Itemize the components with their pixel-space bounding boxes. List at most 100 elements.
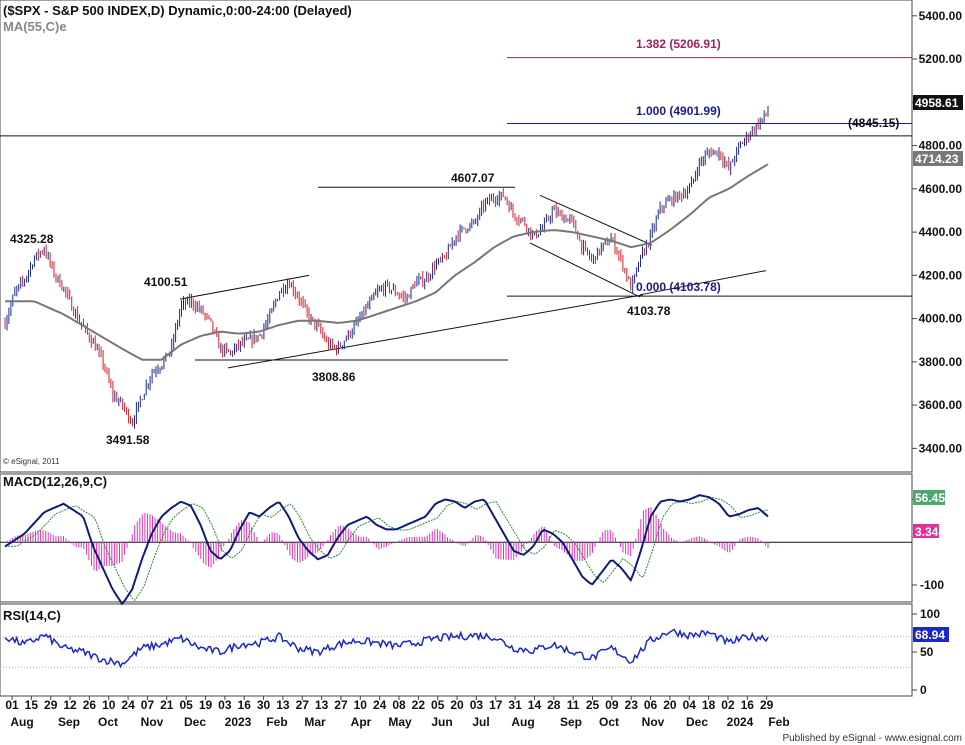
label-4103: 4103.78 <box>627 304 671 318</box>
x-day-label: 19 <box>199 698 213 712</box>
rsi-value-tag <box>913 627 949 642</box>
x-day-label: 03 <box>470 698 484 712</box>
x-day-label: 04 <box>683 698 697 712</box>
hist-value-tag <box>913 524 939 538</box>
x-month-label: Sep <box>58 715 80 729</box>
x-month-label: Dec <box>184 715 206 729</box>
x-day-label: 13 <box>276 698 290 712</box>
ma-55-line <box>5 163 769 361</box>
ma-price-tag <box>913 151 963 166</box>
x-day-label: 21 <box>160 698 174 712</box>
x-day-label: 14 <box>528 698 542 712</box>
trendline-rising <box>639 270 767 296</box>
fib-1-label: 1.000 (4901.99) <box>636 104 721 118</box>
macd-panel-frame <box>0 473 913 603</box>
ma-price-value: 4714.23 <box>915 152 959 166</box>
macd-value-tag <box>913 490 945 505</box>
x-day-label: 26 <box>83 698 97 712</box>
rsi-tick-label: 100 <box>920 607 940 621</box>
x-day-label: 27 <box>296 698 310 712</box>
price-tick-label: 3600.00 <box>919 398 963 412</box>
x-day-label: 15 <box>25 698 39 712</box>
x-day-label: 17 <box>489 698 503 712</box>
price-tick-label: 4600.00 <box>919 182 963 196</box>
macd-line <box>4 494 769 606</box>
x-day-label: 01 <box>5 698 19 712</box>
x-day-label: 23 <box>625 698 639 712</box>
x-day-label: 24 <box>373 698 387 712</box>
x-month-label: 2024 <box>727 715 754 729</box>
x-month-label: May <box>388 715 412 729</box>
x-month-label: Nov <box>642 715 665 729</box>
x-day-label: 05 <box>179 698 193 712</box>
rsi-label: RSI(14,C) <box>3 608 61 623</box>
macd-value: 56.45 <box>915 491 945 505</box>
x-day-label: 27 <box>334 698 348 712</box>
x-month-label: Feb <box>768 715 789 729</box>
x-day-label: 13 <box>315 698 329 712</box>
ma-label: MA(55,C)e <box>3 19 67 34</box>
x-month-label: Jun <box>431 715 452 729</box>
rsi-tick-label: 0 <box>920 683 927 697</box>
x-day-label: 12 <box>63 698 77 712</box>
x-month-label: 2023 <box>225 715 252 729</box>
x-day-label: 29 <box>760 698 774 712</box>
x-day-label: 03 <box>218 698 232 712</box>
x-month-label: Oct <box>98 715 118 729</box>
price-tick-label: 4200.00 <box>919 268 963 282</box>
x-day-label: 22 <box>412 698 426 712</box>
price-tick-label: 4800.00 <box>919 139 963 153</box>
x-day-label: 30 <box>257 698 271 712</box>
level-4845-label: (4845.15) <box>848 116 899 130</box>
x-day-label: 02 <box>721 698 735 712</box>
x-month-label: Oct <box>599 715 619 729</box>
fib-0-label: 0.000 (4103.78) <box>636 280 721 294</box>
copyright-text: © eSignal, 2011 <box>3 457 60 466</box>
x-day-label: 16 <box>741 698 755 712</box>
channel-upper <box>539 194 653 246</box>
last-price-tag <box>913 95 963 110</box>
x-month-label: Aug <box>511 715 534 729</box>
x-month-label: Dec <box>686 715 708 729</box>
rsi-value: 68.94 <box>915 628 945 642</box>
label-4607: 4607.07 <box>451 171 495 185</box>
x-day-label: 07 <box>141 698 155 712</box>
price-tick-label: 5200.00 <box>919 52 963 66</box>
fib-1382-label: 1.382 (5206.91) <box>636 37 721 51</box>
hist-value: 3.34 <box>915 525 939 539</box>
x-month-label: Apr <box>351 715 372 729</box>
x-day-label: 29 <box>44 698 58 712</box>
chart-title: ($SPX - S&P 500 INDEX,D) Dynamic,0:00-24… <box>3 3 352 18</box>
x-day-label: 06 <box>644 698 658 712</box>
x-day-label: 31 <box>508 698 522 712</box>
x-day-label: 10 <box>102 698 116 712</box>
label-3491: 3491.58 <box>106 433 150 447</box>
label-4325: 4325.28 <box>10 232 54 246</box>
rsi-tick-label: 50 <box>920 645 934 659</box>
x-day-label: 20 <box>663 698 677 712</box>
macd-label: MACD(12,26,9,C) <box>3 474 107 489</box>
price-tick-label: 4000.00 <box>919 312 963 326</box>
x-day-label: 18 <box>702 698 716 712</box>
x-day-label: 05 <box>431 698 445 712</box>
rsi-line <box>4 628 769 669</box>
x-day-label: 20 <box>450 698 464 712</box>
x-month-label: Jul <box>472 715 489 729</box>
x-month-label: Sep <box>560 715 582 729</box>
x-day-label: 28 <box>547 698 561 712</box>
x-month-label: Mar <box>304 715 326 729</box>
x-month-label: Feb <box>266 715 287 729</box>
trendline-support <box>227 294 644 369</box>
label-4100: 4100.51 <box>144 275 188 289</box>
x-month-label: Aug <box>10 715 33 729</box>
x-day-label: 08 <box>392 698 406 712</box>
x-month-label: Nov <box>141 715 164 729</box>
footer-credit: Published by eSignal - www.esignal.com <box>782 733 962 744</box>
price-panel-frame <box>0 0 913 473</box>
channel-lower <box>529 242 641 298</box>
label-3808: 3808.86 <box>312 370 356 384</box>
price-tick-label: 4400.00 <box>919 225 963 239</box>
rsi-panel-frame <box>0 603 913 697</box>
x-day-label: 09 <box>605 698 619 712</box>
